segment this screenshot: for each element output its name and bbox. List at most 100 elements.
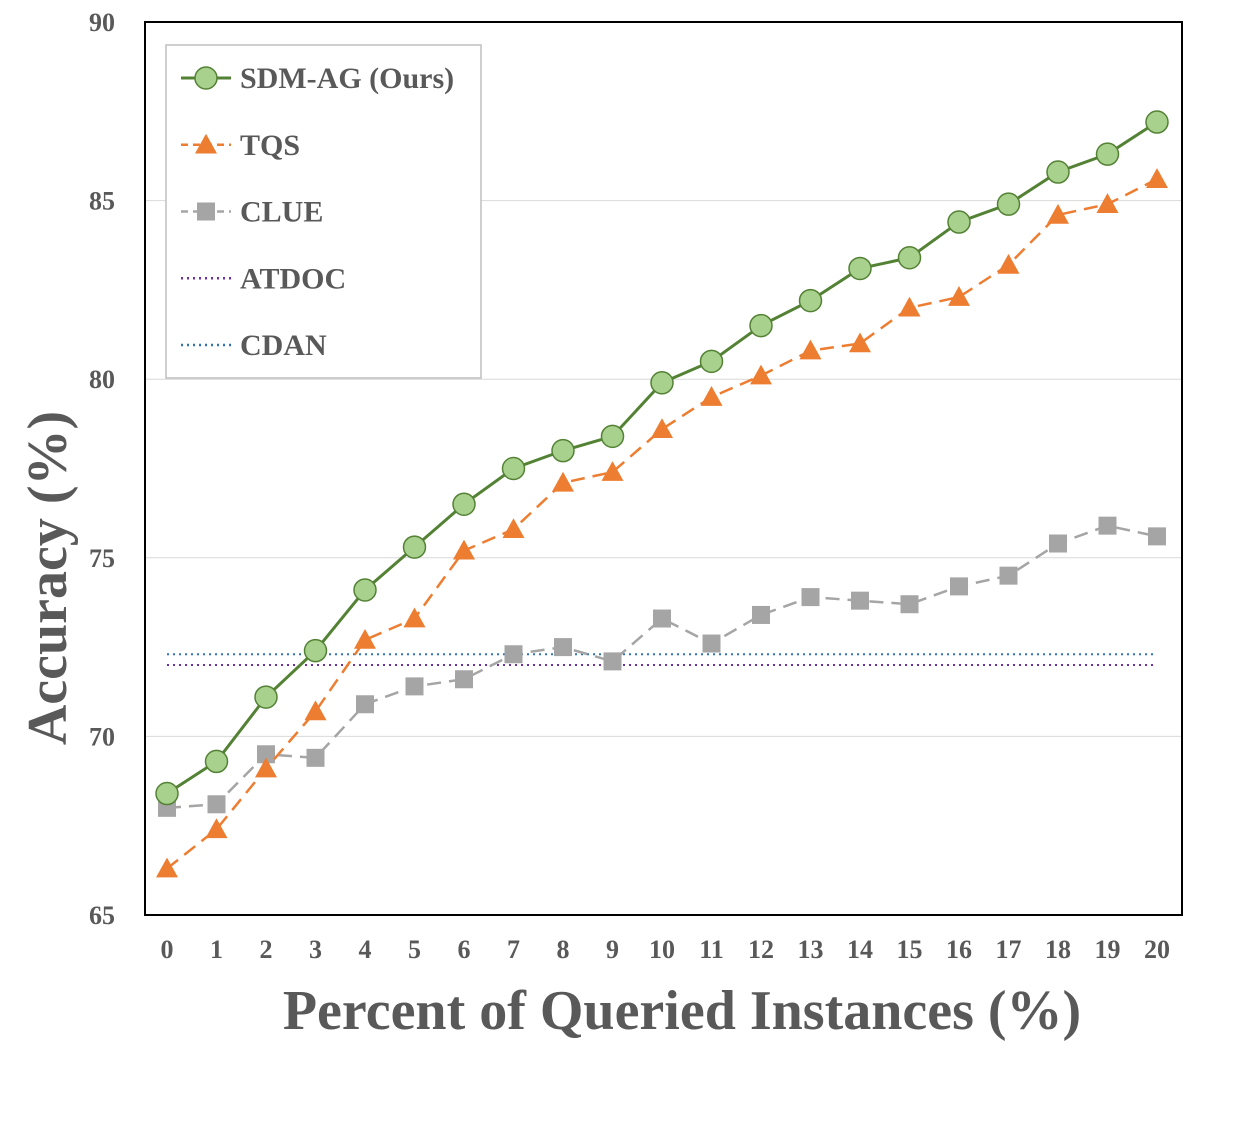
data-point — [1049, 534, 1067, 553]
data-point — [255, 757, 277, 778]
data-point — [997, 253, 1020, 274]
legend-label: SDM-AG (Ours) — [240, 62, 454, 95]
data-point — [898, 296, 921, 317]
plot-area-border — [144, 21, 1183, 916]
x-tick-label: 4 — [359, 935, 372, 964]
legend-item: ATDOC — [181, 262, 346, 295]
x-tick-label: 18 — [1045, 935, 1071, 964]
x-tick-label: 5 — [408, 935, 421, 964]
data-point — [1046, 160, 1070, 184]
x-tick-label: 15 — [897, 935, 923, 964]
data-point — [1145, 110, 1169, 134]
data-point — [354, 628, 376, 649]
series-line — [166, 178, 1158, 870]
data-point — [1047, 203, 1069, 224]
legend-label: CDAN — [240, 329, 327, 362]
legend-label: CLUE — [240, 196, 323, 229]
legend: SDM-AG (Ours) TQS CLUE ATDOC CDAN — [165, 44, 482, 379]
x-tick-label: 9 — [606, 935, 619, 964]
data-point — [750, 364, 772, 385]
data-point — [551, 438, 575, 463]
data-point — [501, 456, 526, 481]
x-tick-label: 10 — [649, 935, 675, 964]
series-tqs — [156, 168, 1168, 878]
data-point — [552, 471, 574, 492]
data-point — [601, 461, 624, 481]
data-point — [699, 349, 724, 374]
y-tick-label: 70 — [89, 722, 115, 751]
data-point — [851, 591, 869, 610]
series-clue — [158, 516, 1166, 817]
data-point — [155, 781, 179, 806]
data-point — [207, 795, 226, 814]
legend-item: SDM-AG (Ours) — [181, 62, 454, 95]
data-point — [603, 652, 622, 671]
legend-item: CDAN — [181, 329, 327, 362]
data-point — [650, 371, 674, 395]
data-point — [749, 313, 773, 338]
legend-marker — [194, 66, 218, 90]
series-sdm-ag-ours — [155, 110, 1169, 806]
data-point — [600, 424, 625, 449]
x-tick-label: 2 — [260, 935, 273, 964]
data-point — [204, 749, 229, 774]
data-point — [304, 700, 327, 721]
data-point — [752, 605, 770, 624]
data-point — [554, 638, 572, 657]
data-point — [702, 634, 721, 653]
data-point — [900, 595, 919, 614]
data-point — [502, 518, 525, 539]
data-point — [948, 286, 970, 306]
x-tick-label: 17 — [996, 935, 1022, 964]
y-tick-label: 85 — [89, 187, 115, 216]
data-point — [801, 588, 820, 607]
data-point — [848, 256, 872, 281]
data-point — [1096, 193, 1119, 213]
data-point — [996, 192, 1021, 216]
data-point — [799, 339, 822, 360]
data-point — [303, 638, 328, 663]
x-tick-label: 14 — [847, 935, 873, 964]
data-point — [1095, 142, 1120, 166]
data-series — [155, 110, 1169, 878]
legend-item: CLUE — [181, 196, 323, 229]
data-point — [254, 685, 278, 709]
x-tick-label: 12 — [748, 935, 774, 964]
data-point — [455, 670, 473, 689]
legend-label: TQS — [240, 129, 300, 162]
legend-label: ATDOC — [240, 262, 346, 295]
data-point — [897, 246, 922, 270]
x-tick-label: 16 — [946, 935, 972, 964]
x-tick-label: 1 — [210, 935, 223, 964]
data-point — [653, 609, 671, 628]
x-tick-label: 0 — [161, 935, 174, 964]
x-tick-label: 11 — [699, 935, 724, 964]
data-point — [403, 607, 426, 628]
x-tick-label: 19 — [1095, 935, 1121, 964]
data-point — [950, 577, 968, 596]
data-point — [452, 492, 476, 516]
x-tick-label: 13 — [798, 935, 824, 964]
data-point — [651, 418, 673, 439]
x-axis-title: Percent of Queried Instances (%) — [283, 980, 1081, 1042]
y-tick-label: 75 — [89, 544, 115, 573]
data-point — [453, 539, 475, 560]
data-point — [947, 210, 971, 234]
data-point — [798, 288, 823, 313]
data-point — [999, 566, 1018, 585]
data-point — [1148, 527, 1166, 546]
x-tick-label: 7 — [507, 935, 520, 964]
data-point — [356, 695, 374, 714]
data-point — [205, 818, 228, 839]
legend-item: TQS — [181, 129, 300, 162]
data-point — [306, 748, 325, 767]
legend-marker — [195, 133, 217, 154]
x-tick-label: 8 — [557, 935, 570, 964]
x-tick-label: 20 — [1144, 935, 1170, 964]
data-point — [1098, 516, 1117, 535]
y-tick-label: 80 — [89, 365, 115, 394]
data-point — [1146, 168, 1168, 188]
data-point — [504, 645, 523, 664]
y-tick-label: 90 — [89, 8, 115, 37]
